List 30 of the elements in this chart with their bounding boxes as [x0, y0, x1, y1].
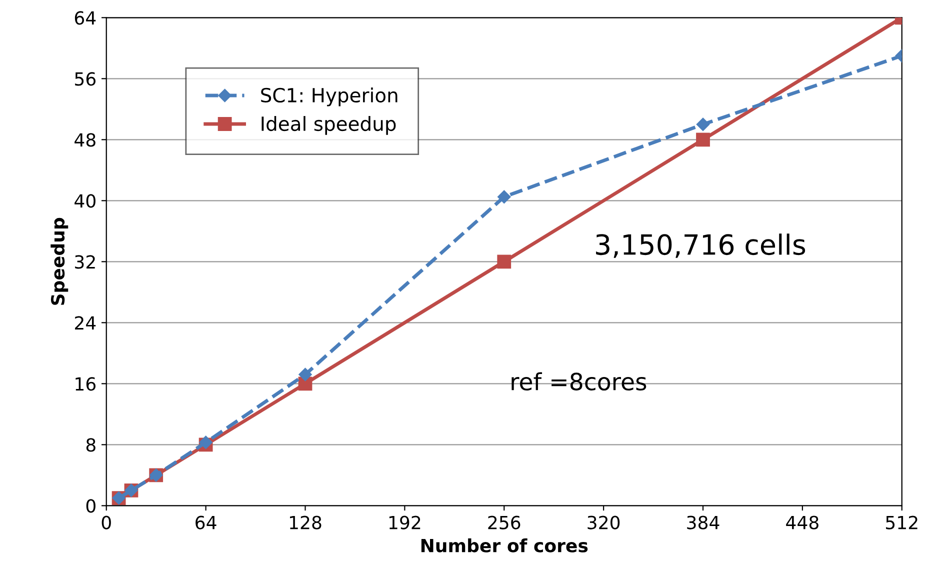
x-axis-title: Number of cores — [421, 538, 588, 552]
point — [298, 368, 312, 382]
x-tick-label: 320 — [588, 516, 620, 530]
y-tick-label: 24 — [75, 316, 96, 330]
point — [199, 436, 212, 449]
y-axis-title: Speedup — [50, 218, 68, 305]
annotation: ref =8cores — [512, 372, 646, 391]
x-tick-label: 512 — [886, 516, 918, 530]
y-tick-label: 56 — [75, 72, 96, 86]
x-tick-label: 192 — [389, 516, 420, 530]
y-tick-label: 40 — [74, 194, 96, 208]
y-tick-label: 32 — [75, 255, 95, 269]
y-tick-label: 16 — [76, 377, 96, 391]
point — [696, 132, 710, 147]
y-tick-label: 64 — [74, 11, 96, 25]
legend-label: Ideal speedup — [262, 116, 396, 135]
x-tick-label: 64 — [196, 516, 216, 530]
x-tick-label: 128 — [290, 516, 322, 530]
y-tick-label: 0 — [86, 499, 96, 513]
legend-label: SC1: Hyperion — [261, 87, 398, 106]
x-tick-label: 448 — [786, 516, 818, 530]
point — [498, 190, 511, 204]
annotation: 3,150,716 cells — [596, 234, 806, 258]
point — [696, 118, 710, 131]
x-tick-label: 384 — [687, 516, 720, 530]
point — [497, 254, 512, 269]
y-tick-label: 8 — [86, 438, 96, 452]
x-tick-label: 256 — [488, 516, 520, 530]
y-tick-label: 48 — [74, 133, 96, 147]
x-tick-label: 0 — [102, 516, 111, 530]
